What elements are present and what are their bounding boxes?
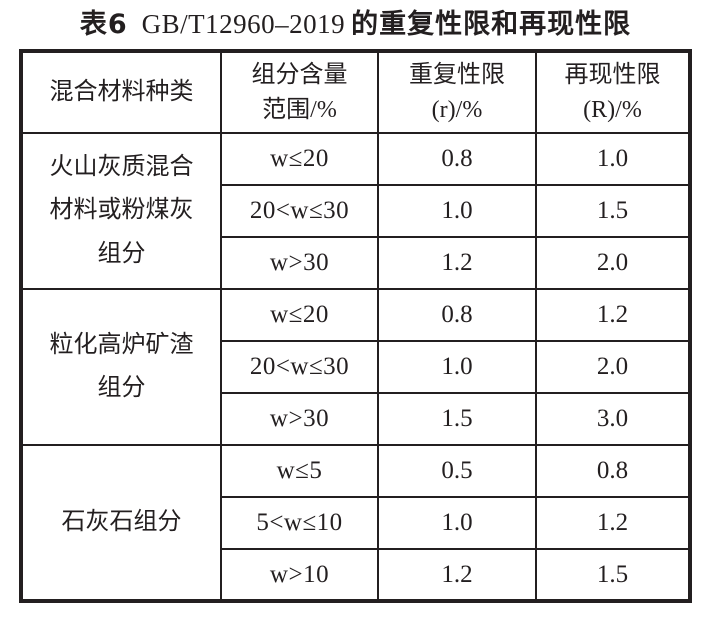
table-row: w>10 1.2 1.5 <box>21 548 691 602</box>
table-number: 表6 <box>79 9 128 40</box>
table-row: 火山灰质混合材料或粉煤灰组分 w≤20 0.8 1.0 <box>20 132 691 290</box>
header-repeatability: 重复性限 (r)/% <box>377 50 537 134</box>
repeatability-cell: 1.2 <box>377 236 537 290</box>
range-cell: 20<w≤30 <box>220 184 379 238</box>
range-cell: w≤20 <box>220 288 379 342</box>
limits-table: 混合材料种类 组分含量 范围/% 重复性限 (r)/% 再现性限 (R)/% 火… <box>19 49 692 603</box>
range-cell: w≤5 <box>220 444 379 498</box>
header-range-line1: 组分含量 <box>251 61 348 88</box>
reproducibility-cell: 1.5 <box>535 548 691 602</box>
repeatability-cell: 0.8 <box>377 132 537 186</box>
range-cell: w>30 <box>220 236 379 290</box>
reproducibility-cell: 1.0 <box>535 132 691 186</box>
repeatability-cell: 0.5 <box>377 444 537 498</box>
reproducibility-cell: 0.8 <box>535 444 691 498</box>
table-row: w>30 1.5 3.0 <box>21 392 691 446</box>
range-cell: w>30 <box>220 392 379 446</box>
header-repeatability-line2: (r)/% <box>431 96 483 123</box>
reproducibility-cell: 3.0 <box>535 392 691 446</box>
table-row: 5<w≤10 1.0 1.2 <box>21 496 691 550</box>
repeatability-cell: 1.5 <box>377 392 537 446</box>
header-row: 混合材料种类 组分含量 范围/% 重复性限 (r)/% 再现性限 (R)/% <box>20 50 691 134</box>
range-cell: 5<w≤10 <box>220 496 379 550</box>
table-caption-text: 的重复性限和再现性限 <box>351 9 632 40</box>
standard-code: GB/T12960–2019 <box>141 9 346 39</box>
table-caption: 表6 GB/T12960–2019 的重复性限和再现性限 <box>0 7 711 42</box>
material-cell-limestone: 石灰石组分 <box>20 444 222 602</box>
repeatability-cell: 0.8 <box>377 288 537 342</box>
reproducibility-cell: 2.0 <box>535 236 691 290</box>
range-cell: w>10 <box>220 548 379 602</box>
material-cell-slag: 粒化高炉矿渣组分 <box>20 288 222 446</box>
header-repeatability-line1: 重复性限 <box>409 61 505 88</box>
table-row: 20<w≤30 1.0 1.5 <box>21 184 691 238</box>
range-cell: 20<w≤30 <box>220 340 379 394</box>
header-reproducibility-line2: (R)/% <box>583 96 642 123</box>
header-range: 组分含量 范围/% <box>220 50 379 134</box>
table-body: 火山灰质混合材料或粉煤灰组分 w≤20 0.8 1.0 20<w≤30 1.0 … <box>20 132 691 602</box>
table-row: 20<w≤30 1.0 2.0 <box>21 340 691 394</box>
table-row: 粒化高炉矿渣组分 w≤20 0.8 1.2 <box>20 288 691 446</box>
repeatability-cell: 1.0 <box>377 340 537 394</box>
table-row: 石灰石组分 w≤5 0.5 0.8 <box>20 444 691 602</box>
header-reproducibility: 再现性限 (R)/% <box>535 50 691 134</box>
table-row: w>30 1.2 2.0 <box>21 236 691 290</box>
material-cell-pozzolanic: 火山灰质混合材料或粉煤灰组分 <box>20 132 222 290</box>
reproducibility-cell: 1.5 <box>535 184 691 238</box>
reproducibility-cell: 1.2 <box>535 496 691 550</box>
repeatability-cell: 1.2 <box>377 548 537 602</box>
table-header: 混合材料种类 组分含量 范围/% 重复性限 (r)/% 再现性限 (R)/% <box>20 50 691 134</box>
repeatability-cell: 1.0 <box>377 496 537 550</box>
header-range-line2: 范围/% <box>262 96 337 123</box>
reproducibility-cell: 2.0 <box>535 340 691 394</box>
reproducibility-cell: 1.2 <box>535 288 691 342</box>
repeatability-cell: 1.0 <box>377 184 537 238</box>
header-material: 混合材料种类 <box>20 50 222 134</box>
header-reproducibility-line1: 再现性限 <box>564 61 661 88</box>
range-cell: w≤20 <box>220 132 379 186</box>
